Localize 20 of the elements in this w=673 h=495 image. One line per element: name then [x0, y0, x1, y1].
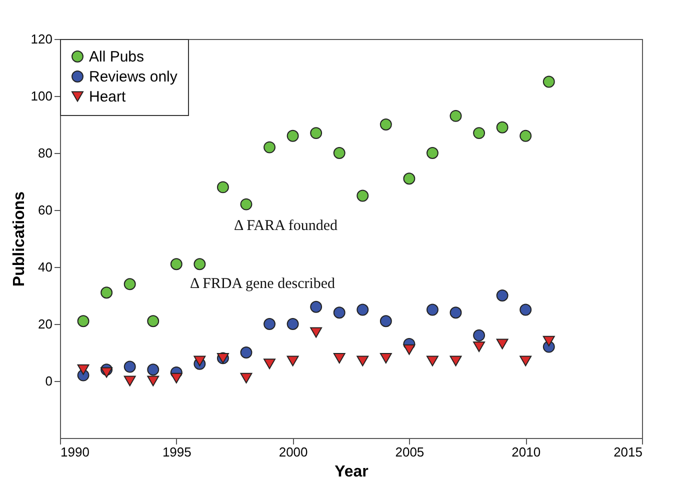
x-tick-label: 1990 — [60, 444, 90, 460]
y-tick-label: 60 — [38, 202, 52, 218]
x-tick-label: 1995 — [162, 444, 192, 460]
x-tick-label: 2015 — [614, 444, 642, 460]
x-axis-title: Year — [334, 464, 368, 480]
annotation: Δ FARA founded — [234, 218, 338, 234]
y-tick-label: 40 — [38, 260, 52, 274]
x-tick-label: 2005 — [395, 444, 424, 460]
y-axis-title: Publications — [10, 191, 28, 287]
x-tick-label: 2000 — [278, 444, 308, 460]
legend-label: Heart — [89, 88, 127, 106]
y-tick-label: 0 — [45, 374, 52, 388]
y-tick-label: 100 — [30, 88, 52, 104]
y-tick-label: 120 — [30, 32, 52, 46]
annotation: Δ FRDA gene described — [190, 276, 336, 292]
y-tick-label: 80 — [38, 146, 52, 160]
x-tick-label: 2010 — [512, 444, 541, 460]
legend-label: Reviews only — [89, 68, 178, 86]
y-tick-label: 20 — [38, 316, 52, 332]
legend-label: All Pubs — [89, 48, 144, 66]
